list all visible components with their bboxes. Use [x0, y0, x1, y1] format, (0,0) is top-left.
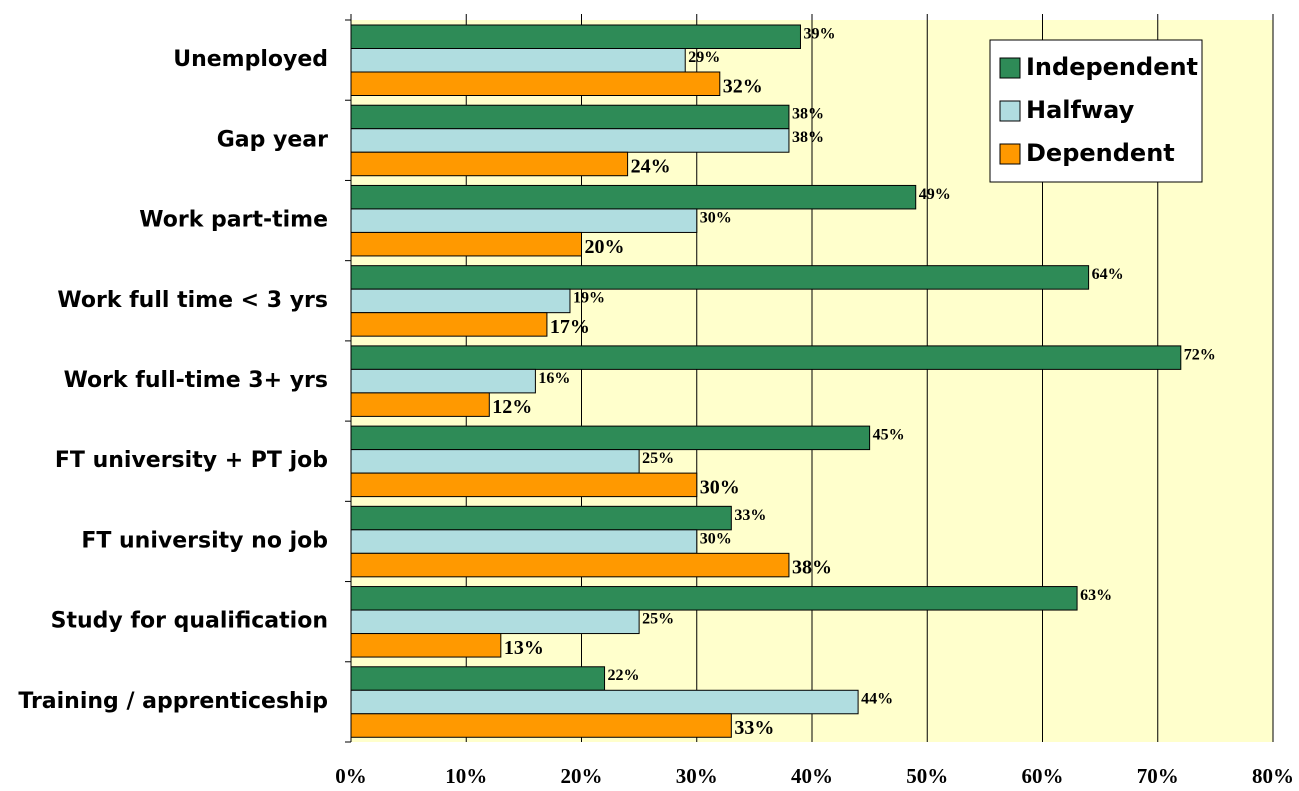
legend-label: Halfway — [1026, 96, 1135, 124]
value-label: 13% — [504, 637, 544, 659]
bar — [350, 368, 536, 394]
value-label: 63% — [1080, 587, 1112, 604]
y-tick-label: Work full-time 3+ yrs — [64, 368, 328, 393]
value-label: 30% — [700, 476, 740, 498]
value-label: 33% — [734, 717, 774, 739]
value-label: 32% — [723, 75, 763, 97]
value-label: 30% — [700, 209, 732, 226]
value-label: 72% — [1184, 346, 1216, 363]
bar — [350, 586, 1078, 611]
value-label: 33% — [734, 507, 766, 524]
bar — [350, 345, 1182, 370]
y-tick-label: Work part-time — [139, 208, 328, 233]
value-label: 25% — [642, 610, 674, 627]
bar — [350, 312, 548, 337]
x-tick-label: 0% — [335, 764, 367, 788]
value-label: 44% — [861, 691, 893, 708]
value-label: 24% — [631, 156, 671, 178]
y-tick-label: Training / apprenticeship — [18, 689, 328, 714]
value-label: 30% — [700, 530, 732, 547]
value-label: 25% — [642, 450, 674, 467]
x-tick-label: 10% — [445, 764, 487, 788]
legend-swatch — [999, 57, 1021, 79]
value-label: 22% — [608, 667, 640, 684]
x-tick-label: 20% — [561, 764, 603, 788]
legend-label: Independent — [1026, 53, 1198, 81]
bar — [350, 104, 790, 130]
bar — [350, 392, 490, 417]
x-tick-label: 40% — [791, 764, 833, 788]
value-label: 29% — [688, 49, 720, 66]
bar — [350, 208, 698, 233]
value-label: 45% — [873, 427, 905, 444]
bar — [350, 184, 917, 210]
y-tick-label: FT university + PT job — [55, 448, 328, 473]
value-label: 39% — [803, 25, 835, 42]
bar — [350, 689, 859, 715]
value-label: 12% — [492, 396, 532, 418]
y-tick-label: Study for qualification — [51, 609, 328, 634]
x-tick-label: 50% — [906, 764, 948, 788]
y-tick-label: Gap year — [217, 127, 328, 152]
bar — [350, 24, 801, 49]
value-label: 49% — [919, 186, 951, 203]
legend-swatch — [999, 100, 1021, 122]
y-tick-label: Work full time < 3 yrs — [57, 288, 328, 313]
bar — [350, 472, 698, 498]
bar — [350, 265, 1090, 290]
value-label: 20% — [585, 236, 625, 258]
value-label: 38% — [792, 106, 824, 123]
x-tick-label: 30% — [676, 764, 718, 788]
bar — [350, 505, 732, 531]
y-tick-label: Unemployed — [173, 47, 328, 72]
value-label: 38% — [792, 129, 824, 146]
legend-label: Dependent — [1026, 139, 1175, 167]
bar — [350, 231, 582, 257]
value-label: 64% — [1092, 266, 1124, 283]
value-label: 16% — [538, 370, 570, 387]
x-tick-label: 80% — [1252, 764, 1294, 788]
bar — [350, 633, 502, 658]
value-label: 38% — [792, 557, 832, 579]
value-label: 17% — [550, 316, 590, 338]
bar — [350, 666, 606, 691]
bar — [350, 288, 571, 314]
x-tick-label: 60% — [1022, 764, 1064, 788]
y-tick-label: FT university no job — [81, 528, 328, 553]
bar — [350, 529, 698, 554]
legend-box — [989, 39, 1203, 183]
bar — [350, 425, 871, 451]
legend-swatch — [999, 143, 1021, 165]
bar — [350, 128, 790, 153]
bar — [350, 713, 732, 738]
bar — [350, 71, 721, 96]
x-tick-label: 70% — [1137, 764, 1179, 788]
bar — [350, 552, 790, 578]
value-label: 19% — [573, 290, 605, 307]
bar — [350, 449, 640, 474]
bar — [350, 609, 640, 635]
bar — [350, 48, 686, 73]
bar — [350, 151, 629, 177]
